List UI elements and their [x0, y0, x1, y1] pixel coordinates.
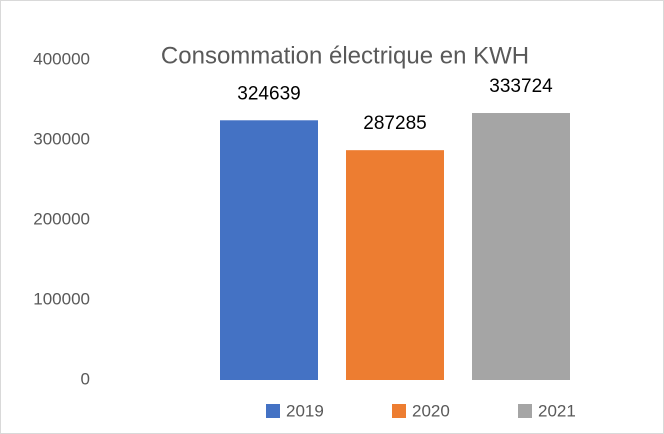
- bar: [346, 150, 444, 380]
- data-label: 324639: [237, 83, 300, 104]
- legend-label: 2020: [412, 401, 450, 420]
- y-tick-label: 100000: [33, 289, 90, 308]
- legend-label: 2019: [286, 401, 324, 420]
- bar: [220, 120, 318, 380]
- bar: [472, 113, 570, 380]
- data-label: 333724: [489, 76, 553, 97]
- y-tick-label: 400000: [33, 49, 90, 68]
- data-label: 287285: [363, 113, 426, 134]
- y-tick-label: 0: [81, 369, 90, 388]
- legend-swatch: [392, 404, 406, 418]
- legend-swatch: [266, 404, 280, 418]
- chart-title: Consommation électrique en KWH: [161, 42, 529, 69]
- legend-swatch: [518, 404, 532, 418]
- y-tick-label: 200000: [33, 209, 90, 228]
- legend-label: 2021: [538, 401, 576, 420]
- y-tick-label: 300000: [33, 129, 90, 148]
